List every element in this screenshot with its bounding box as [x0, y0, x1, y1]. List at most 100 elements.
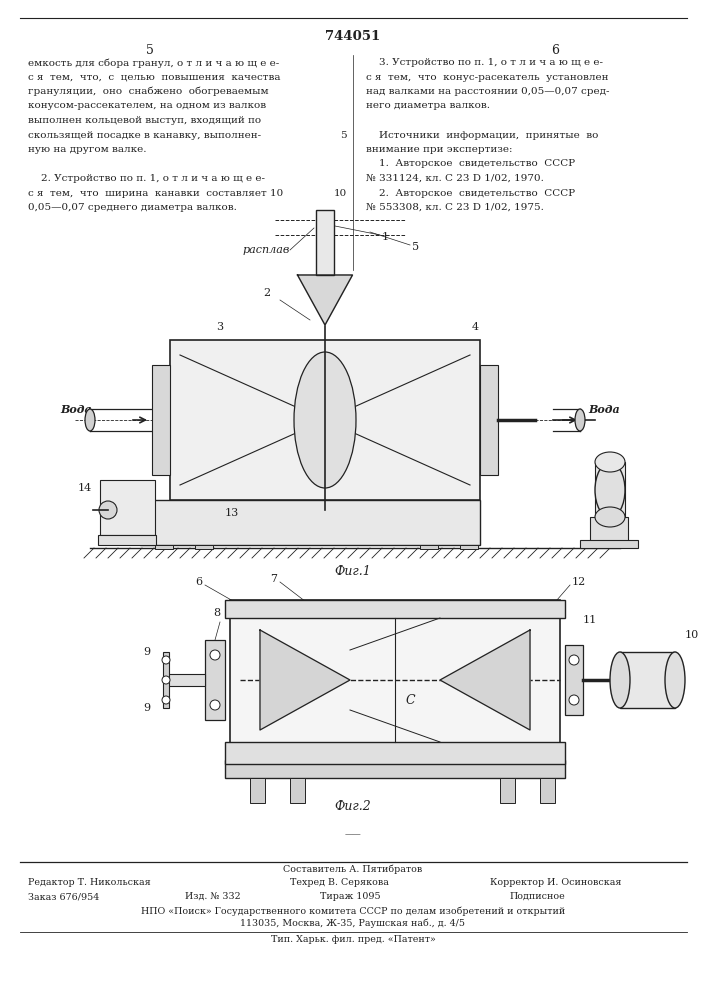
- Bar: [316, 210, 334, 275]
- Ellipse shape: [595, 507, 625, 527]
- Circle shape: [162, 696, 170, 704]
- Text: 744051: 744051: [325, 30, 380, 43]
- Bar: [163, 652, 169, 708]
- Ellipse shape: [595, 452, 625, 472]
- Text: С: С: [405, 694, 415, 706]
- Text: с я  тем,  что,  с  целью  повышения  качества: с я тем, что, с целью повышения качества: [28, 73, 281, 82]
- Text: ную на другом валке.: ную на другом валке.: [28, 145, 146, 154]
- Text: выполнен кольцевой выступ, входящий по: выполнен кольцевой выступ, входящий по: [28, 116, 261, 125]
- Bar: [420, 545, 438, 549]
- Text: Заказ 676/954: Заказ 676/954: [28, 892, 99, 901]
- Text: скользящей посадке в канавку, выполнен-: скользящей посадке в канавку, выполнен-: [28, 130, 261, 139]
- Bar: [250, 778, 265, 803]
- Bar: [225, 600, 565, 618]
- Text: № 553308, кл. С 23 D 1/02, 1975.: № 553308, кл. С 23 D 1/02, 1975.: [366, 203, 544, 212]
- Text: Фиг.2: Фиг.2: [334, 800, 371, 813]
- Text: внимание при экспертизе:: внимание при экспертизе:: [366, 145, 513, 154]
- Bar: [195, 545, 213, 549]
- Bar: [580, 540, 638, 548]
- Ellipse shape: [575, 409, 585, 431]
- Text: НПО «Поиск» Государственного комитета СССР по делам изобретений и открытий: НПО «Поиск» Государственного комитета СС…: [141, 906, 565, 916]
- Text: 5: 5: [340, 130, 347, 139]
- Ellipse shape: [294, 352, 356, 488]
- Text: Источники  информации,  принятые  во: Источники информации, принятые во: [366, 130, 598, 139]
- Text: Подписное: Подписное: [510, 892, 566, 901]
- Text: 4: 4: [472, 322, 479, 332]
- Text: 10: 10: [334, 188, 347, 198]
- Ellipse shape: [99, 501, 117, 519]
- Bar: [480, 365, 498, 475]
- Bar: [500, 778, 515, 803]
- Bar: [98, 535, 156, 545]
- Ellipse shape: [85, 409, 95, 431]
- Polygon shape: [298, 275, 353, 325]
- Text: 0,05—0,07 среднего диаметра валков.: 0,05—0,07 среднего диаметра валков.: [28, 203, 237, 212]
- Circle shape: [569, 655, 579, 665]
- Text: 14: 14: [78, 483, 92, 493]
- Polygon shape: [260, 630, 350, 730]
- Circle shape: [162, 676, 170, 684]
- Bar: [152, 365, 170, 475]
- Ellipse shape: [665, 652, 685, 708]
- Text: Корректор И. Осиновская: Корректор И. Осиновская: [490, 878, 621, 887]
- Ellipse shape: [595, 462, 625, 518]
- Text: 113035, Москва, Ж-35, Раушская наб., д. 4/5: 113035, Москва, Ж-35, Раушская наб., д. …: [240, 919, 465, 928]
- Bar: [205, 640, 225, 720]
- Text: Фиг.1: Фиг.1: [334, 565, 371, 578]
- Bar: [590, 517, 628, 545]
- Text: с я  тем,  что  конус-расекатель  установлен: с я тем, что конус-расекатель установлен: [366, 73, 609, 82]
- Ellipse shape: [610, 652, 630, 708]
- Text: него диаметра валков.: него диаметра валков.: [366, 102, 490, 110]
- Bar: [540, 778, 555, 803]
- Text: 6: 6: [551, 44, 559, 57]
- Text: 3: 3: [216, 322, 223, 332]
- Bar: [225, 760, 565, 778]
- Text: 5: 5: [146, 44, 154, 57]
- Text: 13: 13: [225, 508, 239, 518]
- Bar: [155, 545, 173, 549]
- Text: 7: 7: [270, 574, 277, 584]
- Text: 9: 9: [143, 647, 150, 657]
- Bar: [620, 652, 675, 708]
- Text: № 331124, кл. С 23 D 1/02, 1970.: № 331124, кл. С 23 D 1/02, 1970.: [366, 174, 544, 183]
- Bar: [230, 600, 560, 760]
- Text: расплав: расплав: [243, 245, 290, 255]
- Text: 2. Устройство по п. 1, о т л и ч а ю щ е е-: 2. Устройство по п. 1, о т л и ч а ю щ е…: [28, 174, 265, 183]
- Text: 2: 2: [263, 288, 270, 298]
- Text: емкость для сбора гранул, о т л и ч а ю щ е е-: емкость для сбора гранул, о т л и ч а ю …: [28, 58, 279, 68]
- Bar: [460, 545, 478, 549]
- Circle shape: [569, 695, 579, 705]
- Text: Составитель А. Пятибратов: Составитель А. Пятибратов: [284, 865, 423, 874]
- Text: 11: 11: [583, 615, 597, 625]
- Bar: [140, 500, 480, 545]
- Text: конусом-рассекателем, на одном из валков: конусом-рассекателем, на одном из валков: [28, 102, 266, 110]
- Circle shape: [210, 700, 220, 710]
- Text: грануляции,  оно  снабжено  обогреваемым: грануляции, оно снабжено обогреваемым: [28, 87, 269, 97]
- Bar: [290, 778, 305, 803]
- Bar: [595, 462, 625, 517]
- Circle shape: [210, 650, 220, 660]
- Text: Техред В. Серякова: Техред В. Серякова: [290, 878, 389, 887]
- Bar: [165, 674, 205, 686]
- Text: ——: ——: [344, 830, 361, 838]
- Text: 1.  Авторское  свидетельство  СССР: 1. Авторское свидетельство СССР: [366, 159, 575, 168]
- Text: Тип. Харьк. фил. пред. «Патент»: Тип. Харьк. фил. пред. «Патент»: [271, 935, 436, 944]
- Polygon shape: [440, 630, 530, 730]
- Text: над валками на расстоянии 0,05—0,07 сред-: над валками на расстоянии 0,05—0,07 сред…: [366, 87, 609, 96]
- Text: 6: 6: [195, 577, 202, 587]
- Text: Вода: Вода: [60, 404, 92, 415]
- Text: 2.  Авторское  свидетельство  СССР: 2. Авторское свидетельство СССР: [366, 188, 575, 198]
- Text: Редактор Т. Никольская: Редактор Т. Никольская: [28, 878, 151, 887]
- Text: 3. Устройство по п. 1, о т л и ч а ю щ е е-: 3. Устройство по п. 1, о т л и ч а ю щ е…: [366, 58, 603, 67]
- Text: 12: 12: [572, 577, 586, 587]
- Bar: [100, 480, 155, 535]
- Bar: [225, 742, 565, 764]
- Text: Изд. № 332: Изд. № 332: [185, 892, 240, 901]
- Text: 8: 8: [214, 608, 221, 618]
- Text: 5: 5: [412, 242, 419, 252]
- Text: Вода: Вода: [588, 404, 620, 415]
- Text: с я  тем,  что  ширина  канавки  составляет 10: с я тем, что ширина канавки составляет 1…: [28, 188, 284, 198]
- Text: Тираж 1095: Тираж 1095: [320, 892, 380, 901]
- Bar: [170, 340, 480, 500]
- Text: 10: 10: [685, 630, 699, 640]
